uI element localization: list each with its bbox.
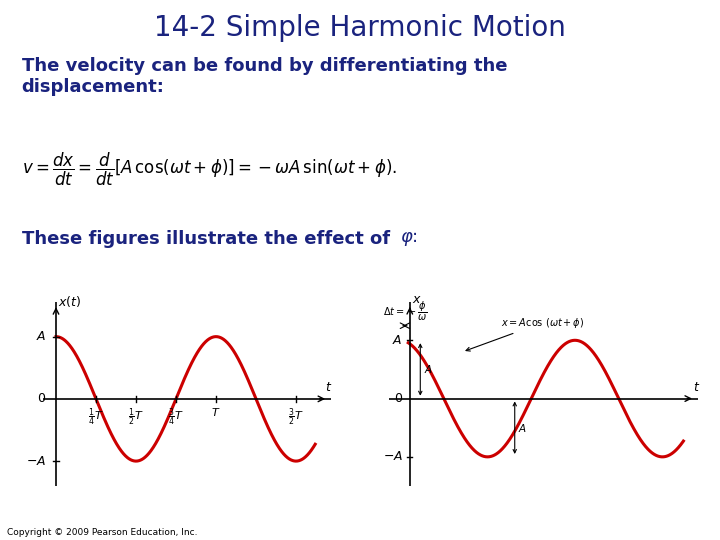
Text: $\frac{1}{4}T$: $\frac{1}{4}T$ xyxy=(88,406,104,428)
Text: $A$: $A$ xyxy=(392,334,402,347)
Text: $t$: $t$ xyxy=(693,381,701,395)
Text: $0$: $0$ xyxy=(37,393,46,406)
Text: $v = \dfrac{dx}{dt} = \dfrac{d}{dt}\left[A\,\mathrm{cos}(\omega t + \phi)\right]: $v = \dfrac{dx}{dt} = \dfrac{d}{dt}\left… xyxy=(22,151,397,188)
Text: The velocity can be found by differentiating the
displacement:: The velocity can be found by differentia… xyxy=(22,57,507,96)
Text: $A$: $A$ xyxy=(424,363,433,375)
Text: $-A$: $-A$ xyxy=(382,450,402,463)
Text: These figures illustrate the effect of: These figures illustrate the effect of xyxy=(22,230,396,247)
Text: $\frac{1}{2}T$: $\frac{1}{2}T$ xyxy=(128,406,144,428)
Text: $x(t)$: $x(t)$ xyxy=(58,294,81,309)
Text: $A$: $A$ xyxy=(518,422,527,434)
Text: $T$: $T$ xyxy=(211,406,221,418)
Text: $\varphi$:: $\varphi$: xyxy=(400,230,418,247)
Text: Copyright © 2009 Pearson Education, Inc.: Copyright © 2009 Pearson Education, Inc. xyxy=(7,528,198,537)
Text: $x = A\cos\,(\omega t + \phi)$: $x = A\cos\,(\omega t + \phi)$ xyxy=(466,316,584,351)
Text: $\Delta t = -\dfrac{\phi}{\omega}$: $\Delta t = -\dfrac{\phi}{\omega}$ xyxy=(382,300,427,323)
Text: $0$: $0$ xyxy=(394,392,402,405)
Text: $\frac{3}{2}T$: $\frac{3}{2}T$ xyxy=(288,406,304,428)
Text: $x$: $x$ xyxy=(412,293,421,307)
Text: $\frac{3}{4}T$: $\frac{3}{4}T$ xyxy=(168,406,184,428)
Text: $-A$: $-A$ xyxy=(26,455,46,468)
Text: $A$: $A$ xyxy=(36,330,46,343)
Text: $t$: $t$ xyxy=(325,381,332,394)
Text: 14-2 Simple Harmonic Motion: 14-2 Simple Harmonic Motion xyxy=(154,14,566,42)
